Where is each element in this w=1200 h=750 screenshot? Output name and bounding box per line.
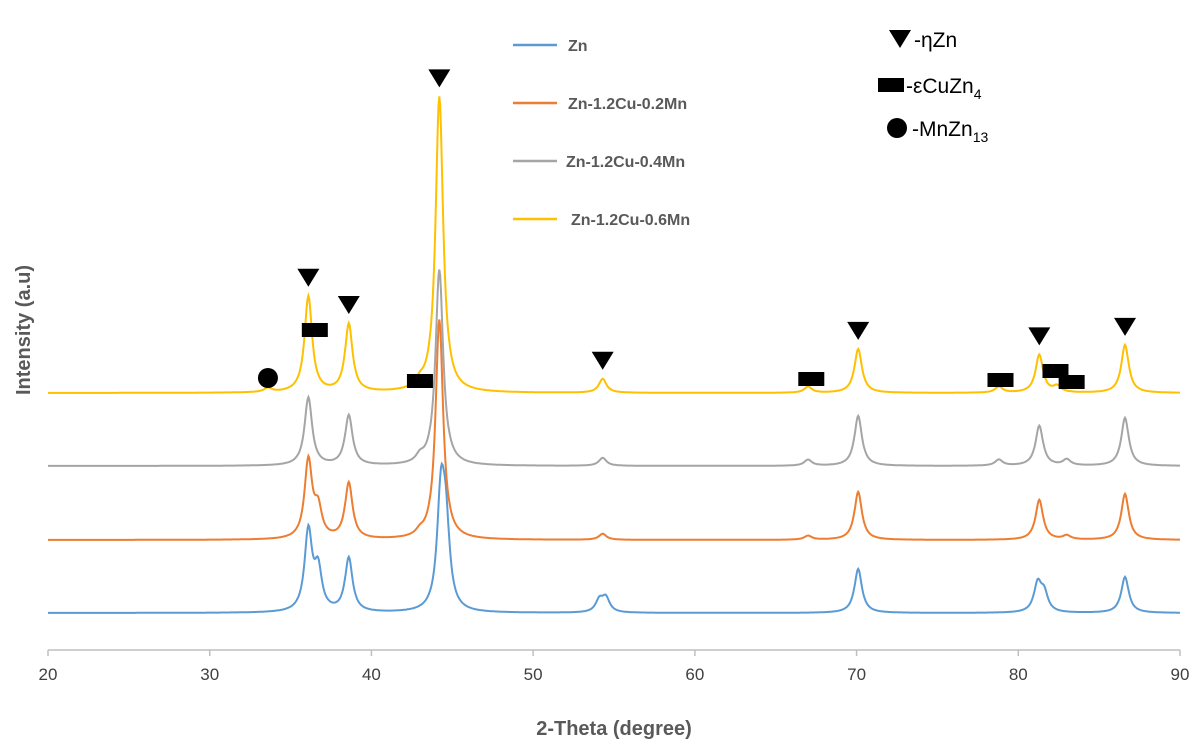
series-layer bbox=[48, 96, 1180, 614]
x-tick-label-3: 50 bbox=[524, 665, 543, 684]
series-line-1 bbox=[48, 319, 1180, 541]
phase-marker-rectangle-7 bbox=[301, 323, 328, 337]
x-tick-layer: 20 30 40 50 60 70 80 90 bbox=[39, 650, 1190, 684]
x-tick-label-5: 70 bbox=[847, 665, 866, 684]
phase-marker-rectangle-10 bbox=[987, 373, 1014, 387]
phase-legend-symbol-0 bbox=[889, 30, 911, 48]
x-tick-label-6: 80 bbox=[1009, 665, 1028, 684]
series-line-2 bbox=[48, 269, 1180, 467]
phase-marker-triangle-down-2 bbox=[428, 69, 451, 88]
phase-legend-label-1: -εCuZn4 bbox=[906, 75, 982, 102]
phase-legend-label-0: -ηZn bbox=[914, 29, 957, 52]
legend-label-2: Zn-1.2Cu-0.4Mn bbox=[566, 154, 685, 171]
phase-legend-symbol-2 bbox=[887, 118, 907, 138]
phase-marker-rectangle-8 bbox=[406, 374, 433, 388]
phase-marker-circle-13 bbox=[257, 368, 278, 388]
phase-legend-symbol-1 bbox=[878, 78, 904, 92]
x-axis-title: 2-Theta (degree) bbox=[536, 718, 692, 740]
phase-marker-triangle-down-6 bbox=[1114, 317, 1137, 336]
phase-legend: -ηZn -εCuZn4 -MnZn13 bbox=[878, 29, 988, 145]
series-line-3 bbox=[48, 96, 1180, 394]
phase-marker-triangle-down-5 bbox=[1028, 327, 1051, 346]
phase-marker-rectangle-12 bbox=[1058, 375, 1085, 389]
legend-label-3: Zn-1.2Cu-0.6Mn bbox=[571, 212, 690, 229]
series-line-0 bbox=[48, 461, 1180, 614]
phase-marker-layer bbox=[257, 69, 1137, 389]
x-tick-label-2: 40 bbox=[362, 665, 381, 684]
phase-legend-label-2: -MnZn13 bbox=[912, 118, 988, 145]
y-axis-title: Intensity (a.u) bbox=[13, 265, 35, 395]
phase-legend-subscript-2: 13 bbox=[973, 129, 989, 145]
phase-marker-rectangle-11 bbox=[1042, 364, 1069, 378]
phase-marker-triangle-down-1 bbox=[337, 296, 360, 315]
x-tick-label-7: 90 bbox=[1171, 665, 1190, 684]
phase-marker-triangle-down-4 bbox=[847, 321, 870, 340]
phase-marker-triangle-down-0 bbox=[297, 268, 320, 287]
series-legend: Zn Zn-1.2Cu-0.2Mn Zn-1.2Cu-0.4Mn Zn-1.2Cu-0… bbox=[513, 38, 690, 229]
x-tick-label-4: 60 bbox=[685, 665, 704, 684]
x-tick-label-0: 20 bbox=[39, 665, 58, 684]
phase-marker-triangle-down-3 bbox=[591, 351, 614, 370]
x-tick-label-1: 30 bbox=[200, 665, 219, 684]
phase-legend-subscript-1: 4 bbox=[974, 86, 982, 102]
phase-marker-rectangle-9 bbox=[798, 372, 825, 386]
legend-label-0: Zn bbox=[568, 38, 588, 55]
legend-label-1: Zn-1.2Cu-0.2Mn bbox=[568, 96, 687, 113]
